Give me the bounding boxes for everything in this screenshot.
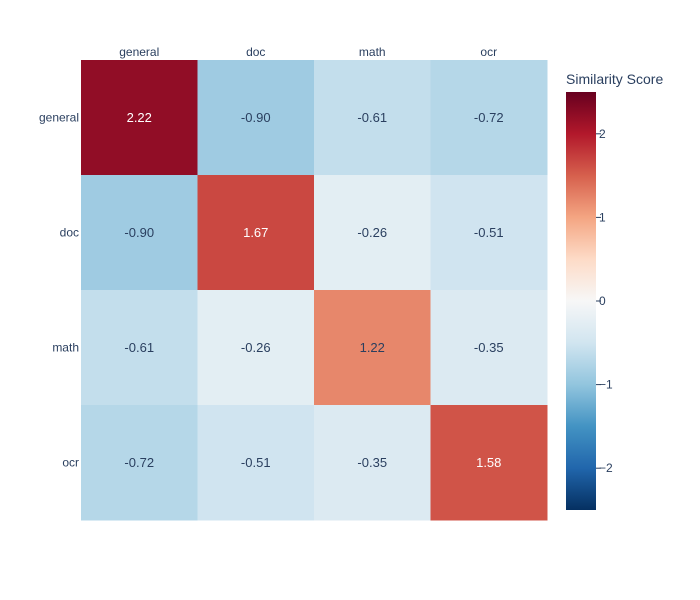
heatmap-cell (81, 60, 198, 176)
heatmap-cell (430, 290, 548, 406)
heatmap-cell (430, 405, 548, 521)
colorbar-title: Similarity Score (566, 71, 663, 87)
heatmap-cell (314, 405, 431, 521)
heatmap-cell (197, 60, 315, 176)
heatmap-cell (197, 290, 315, 406)
cell-value-label: -0.26 (357, 225, 387, 240)
cell-value-label: 1.67 (243, 225, 268, 240)
cell-value-label: 1.58 (476, 455, 501, 470)
cell-value-label: -0.90 (241, 110, 271, 125)
cell-value-label: -0.51 (474, 225, 504, 240)
y-tick-label: doc (60, 226, 79, 240)
y-axis: general doc math ocr (39, 111, 79, 470)
x-tick-label: ocr (480, 45, 497, 59)
cell-value-label: -0.61 (124, 340, 154, 355)
heatmap-cell (197, 405, 315, 521)
cell-value-label: -0.51 (241, 455, 271, 470)
heatmap-cell (197, 175, 315, 291)
heatmap-cell (430, 175, 548, 291)
colorbar-tick-label: 2 (599, 127, 606, 141)
colorbar-tick-label: −2 (599, 461, 613, 475)
colorbar: Similarity Score 2 1 0 −1 −2 (566, 71, 663, 510)
heatmap-cell (314, 290, 431, 406)
y-tick-label: math (52, 341, 79, 355)
heatmap-cell (81, 175, 198, 291)
heatmap-cell (81, 290, 198, 406)
cell-value-label: -0.72 (474, 110, 504, 125)
cell-value-label: -0.72 (124, 455, 154, 470)
heatmap-cell (314, 60, 431, 176)
colorbar-ticks: 2 1 0 −1 −2 (596, 127, 613, 475)
cell-value-label: -0.26 (241, 340, 271, 355)
x-axis: general doc math ocr (119, 45, 497, 59)
cell-value-label: -0.35 (357, 455, 387, 470)
cell-value-label: -0.90 (124, 225, 154, 240)
colorbar-tick-label: 1 (599, 210, 606, 224)
heatmap-cell (430, 60, 548, 176)
colorbar-tick-label: −1 (599, 378, 613, 392)
x-tick-label: math (359, 45, 386, 59)
colorbar-tick-label: 0 (599, 294, 606, 308)
x-tick-label: general (119, 45, 159, 59)
y-tick-label: ocr (62, 456, 79, 470)
heatmap-cell (314, 175, 431, 291)
heatmap-cell (81, 405, 198, 521)
y-tick-label: general (39, 111, 79, 125)
cell-value-label: -0.35 (474, 340, 504, 355)
x-tick-label: doc (246, 45, 265, 59)
cell-value-label: 1.22 (360, 340, 385, 355)
cell-value-label: 2.22 (127, 110, 152, 125)
cell-value-label: -0.61 (357, 110, 387, 125)
heatmap-plot-area: 2.22 -0.90 -0.61 -0.72 -0.90 1.67 -0.26 -0.51 -0… (81, 60, 548, 521)
colorbar-gradient (566, 92, 596, 510)
